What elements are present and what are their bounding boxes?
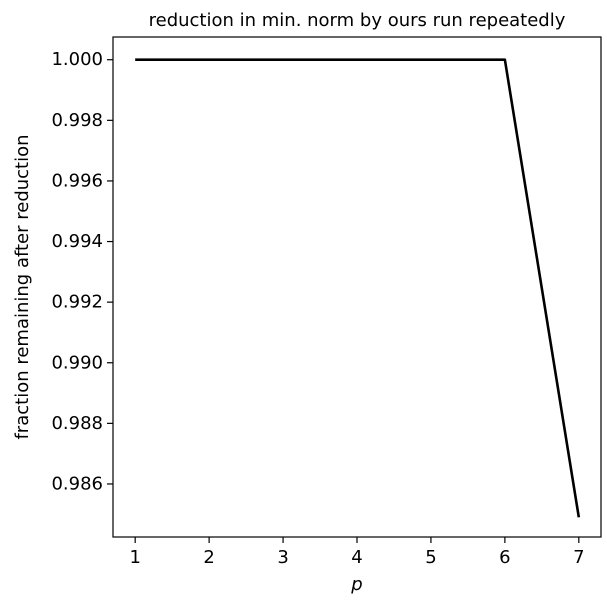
y-tick-label: 0.988 bbox=[51, 413, 103, 434]
x-axis-label: p bbox=[350, 574, 362, 595]
y-axis-label: fraction remaining after reduction bbox=[12, 134, 33, 439]
x-tick-label: 6 bbox=[499, 547, 510, 568]
y-axis-ticks: 1.000 0.998 0.996 0.994 0.992 0.990 0.988 0.986 bbox=[51, 49, 113, 494]
series-group bbox=[135, 58, 581, 518]
y-tick-label: 0.996 bbox=[51, 170, 103, 191]
x-tick-label: 3 bbox=[277, 547, 288, 568]
chart-title: reduction in min. norm by ours run repea… bbox=[149, 10, 566, 31]
y-tick-label: 1.000 bbox=[51, 49, 103, 70]
x-tick-label: 1 bbox=[129, 547, 140, 568]
y-tick-label: 0.990 bbox=[51, 352, 103, 373]
y-tick-label: 0.986 bbox=[51, 473, 103, 494]
x-axis-ticks: 1 2 3 4 5 6 7 bbox=[129, 537, 585, 568]
x-tick-label: 5 bbox=[425, 547, 436, 568]
x-tick-label: 4 bbox=[351, 547, 362, 568]
x-tick-label: 2 bbox=[203, 547, 214, 568]
y-tick-label: 0.994 bbox=[51, 231, 103, 252]
y-tick-label: 0.992 bbox=[51, 292, 103, 313]
y-tick-label: 0.998 bbox=[51, 110, 103, 131]
x-tick-label: 7 bbox=[573, 547, 584, 568]
series-line bbox=[135, 58, 581, 518]
plot-frame bbox=[112, 36, 602, 538]
